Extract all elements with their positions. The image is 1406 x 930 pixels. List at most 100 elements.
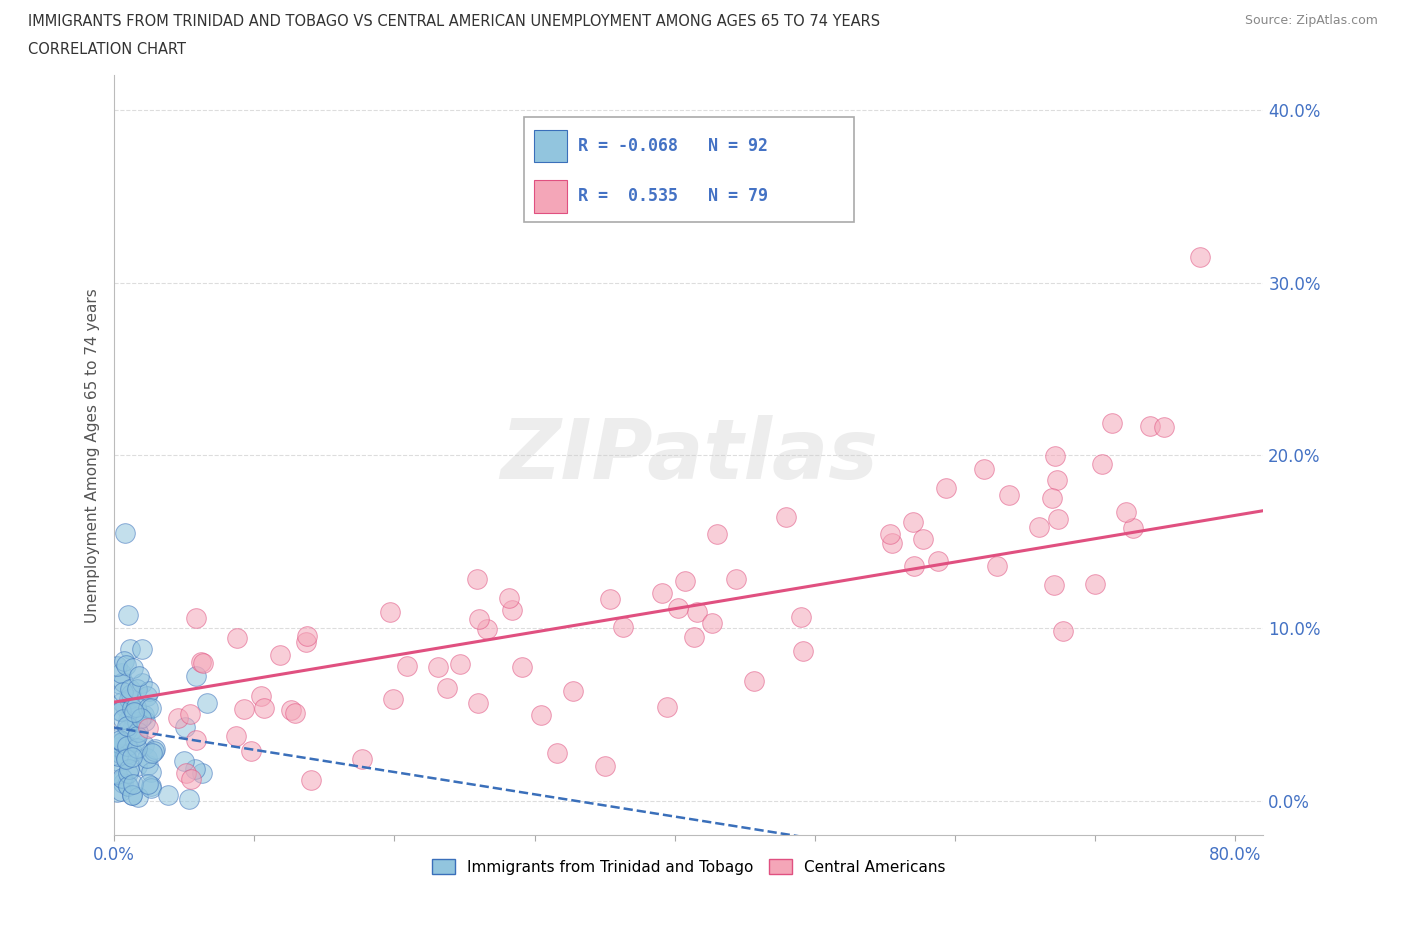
Point [427,659,450,674]
Text: IMMIGRANTS FROM TRINIDAD AND TOBAGO VS CENTRAL AMERICAN UNEMPLOYMENT AMONG AGES : IMMIGRANTS FROM TRINIDAD AND TOBAGO VS C… [28,14,880,29]
Point [510,660,533,675]
Point [190,655,212,670]
Point [1043,578,1066,592]
Point [114,751,136,766]
Point [108,736,131,751]
Point [125,699,148,714]
Point [1153,419,1175,434]
Point [1139,418,1161,433]
Point [111,735,134,750]
Point [792,644,814,658]
Text: R =  0.535   N = 79: R = 0.535 N = 79 [578,188,768,206]
Point [1043,449,1066,464]
Text: R = -0.068   N = 92: R = -0.068 N = 92 [578,138,768,155]
Point [239,743,262,758]
Point [143,741,166,756]
Point [121,722,143,737]
Point [143,743,166,758]
Point [191,765,214,780]
Legend: Immigrants from Trinidad and Tobago, Central Americans: Immigrants from Trinidad and Tobago, Cen… [426,853,952,881]
Point [562,684,585,698]
Point [117,692,139,707]
Point [127,728,149,743]
Point [136,758,159,773]
Point [226,631,249,645]
Point [121,750,143,764]
Point [139,780,162,795]
Point [498,591,520,605]
Point [112,684,135,699]
Point [114,747,136,762]
Point [132,708,155,723]
Point [120,687,142,702]
Point [128,669,150,684]
Point [127,703,149,718]
Point [1101,416,1123,431]
Point [880,536,903,551]
Point [280,703,302,718]
Point [110,666,132,681]
Point [436,681,458,696]
Point [127,740,149,755]
Point [117,712,139,727]
Point [112,654,135,669]
Point [1091,457,1114,472]
Text: Source: ZipAtlas.com: Source: ZipAtlas.com [1244,14,1378,27]
Point [1047,512,1070,526]
Point [232,701,254,716]
Point [111,775,134,790]
Point [599,591,621,606]
Point [378,604,401,619]
Point [120,708,142,723]
Text: ZIPatlas: ZIPatlas [499,415,877,496]
Point [127,724,149,739]
Point [122,704,145,719]
Point [1115,504,1137,519]
Point [114,525,136,540]
Point [138,700,160,715]
Point [139,778,162,793]
Point [121,788,143,803]
Point [131,642,153,657]
Point [110,703,132,718]
Point [121,661,143,676]
Point [107,749,129,764]
Point [105,732,128,747]
Point [673,573,696,588]
Point [117,778,139,793]
Point [467,696,489,711]
Point [350,751,373,766]
Point [127,715,149,730]
Point [115,777,138,791]
Point [112,711,135,726]
Point [115,723,138,737]
Point [252,700,274,715]
Point [530,707,553,722]
Point [131,675,153,690]
Point [686,604,709,619]
Point [115,751,138,765]
Point [997,487,1019,502]
Point [593,759,616,774]
Point [139,764,162,779]
Point [105,658,128,673]
Point [117,765,139,780]
Point [118,642,141,657]
Point [124,734,146,749]
Point [180,772,202,787]
Point [110,747,132,762]
Point [111,772,134,787]
Point [927,553,949,568]
Point [114,746,136,761]
Point [157,788,180,803]
Point [501,603,523,618]
Point [195,695,218,710]
Point [176,765,198,780]
Point [191,656,214,671]
Point [775,510,797,525]
Point [179,707,201,722]
FancyBboxPatch shape [523,117,855,222]
Point [702,616,724,631]
Point [138,777,160,791]
Bar [534,130,568,162]
